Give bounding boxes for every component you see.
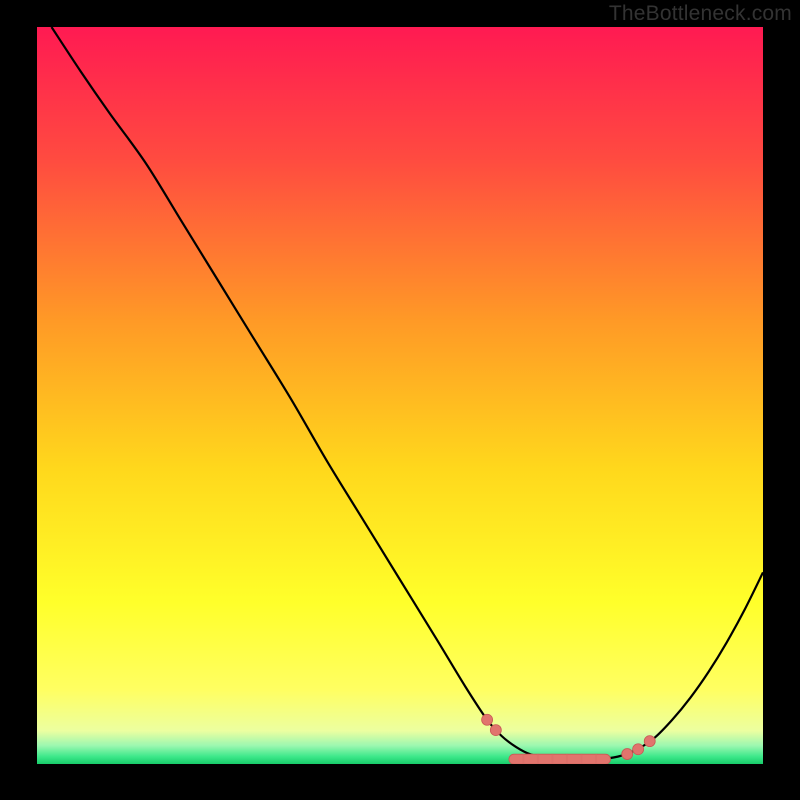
plot-area — [37, 27, 763, 764]
highlight-marker — [622, 749, 633, 760]
highlight-marker — [490, 725, 501, 736]
highlight-marker — [633, 744, 644, 755]
curve-layer — [37, 27, 763, 764]
pill-tick — [566, 754, 568, 764]
chart-frame: TheBottleneck.com — [0, 0, 800, 800]
watermark-text: TheBottleneck.com — [609, 2, 792, 26]
pill-tick — [551, 754, 553, 764]
pill-tick — [581, 754, 583, 764]
pill-tick — [537, 754, 539, 764]
pill-tick — [522, 754, 524, 764]
highlight-marker — [482, 714, 493, 725]
highlight-marker — [644, 736, 655, 747]
pill-tick — [595, 754, 597, 764]
bottleneck-curve — [52, 27, 763, 760]
